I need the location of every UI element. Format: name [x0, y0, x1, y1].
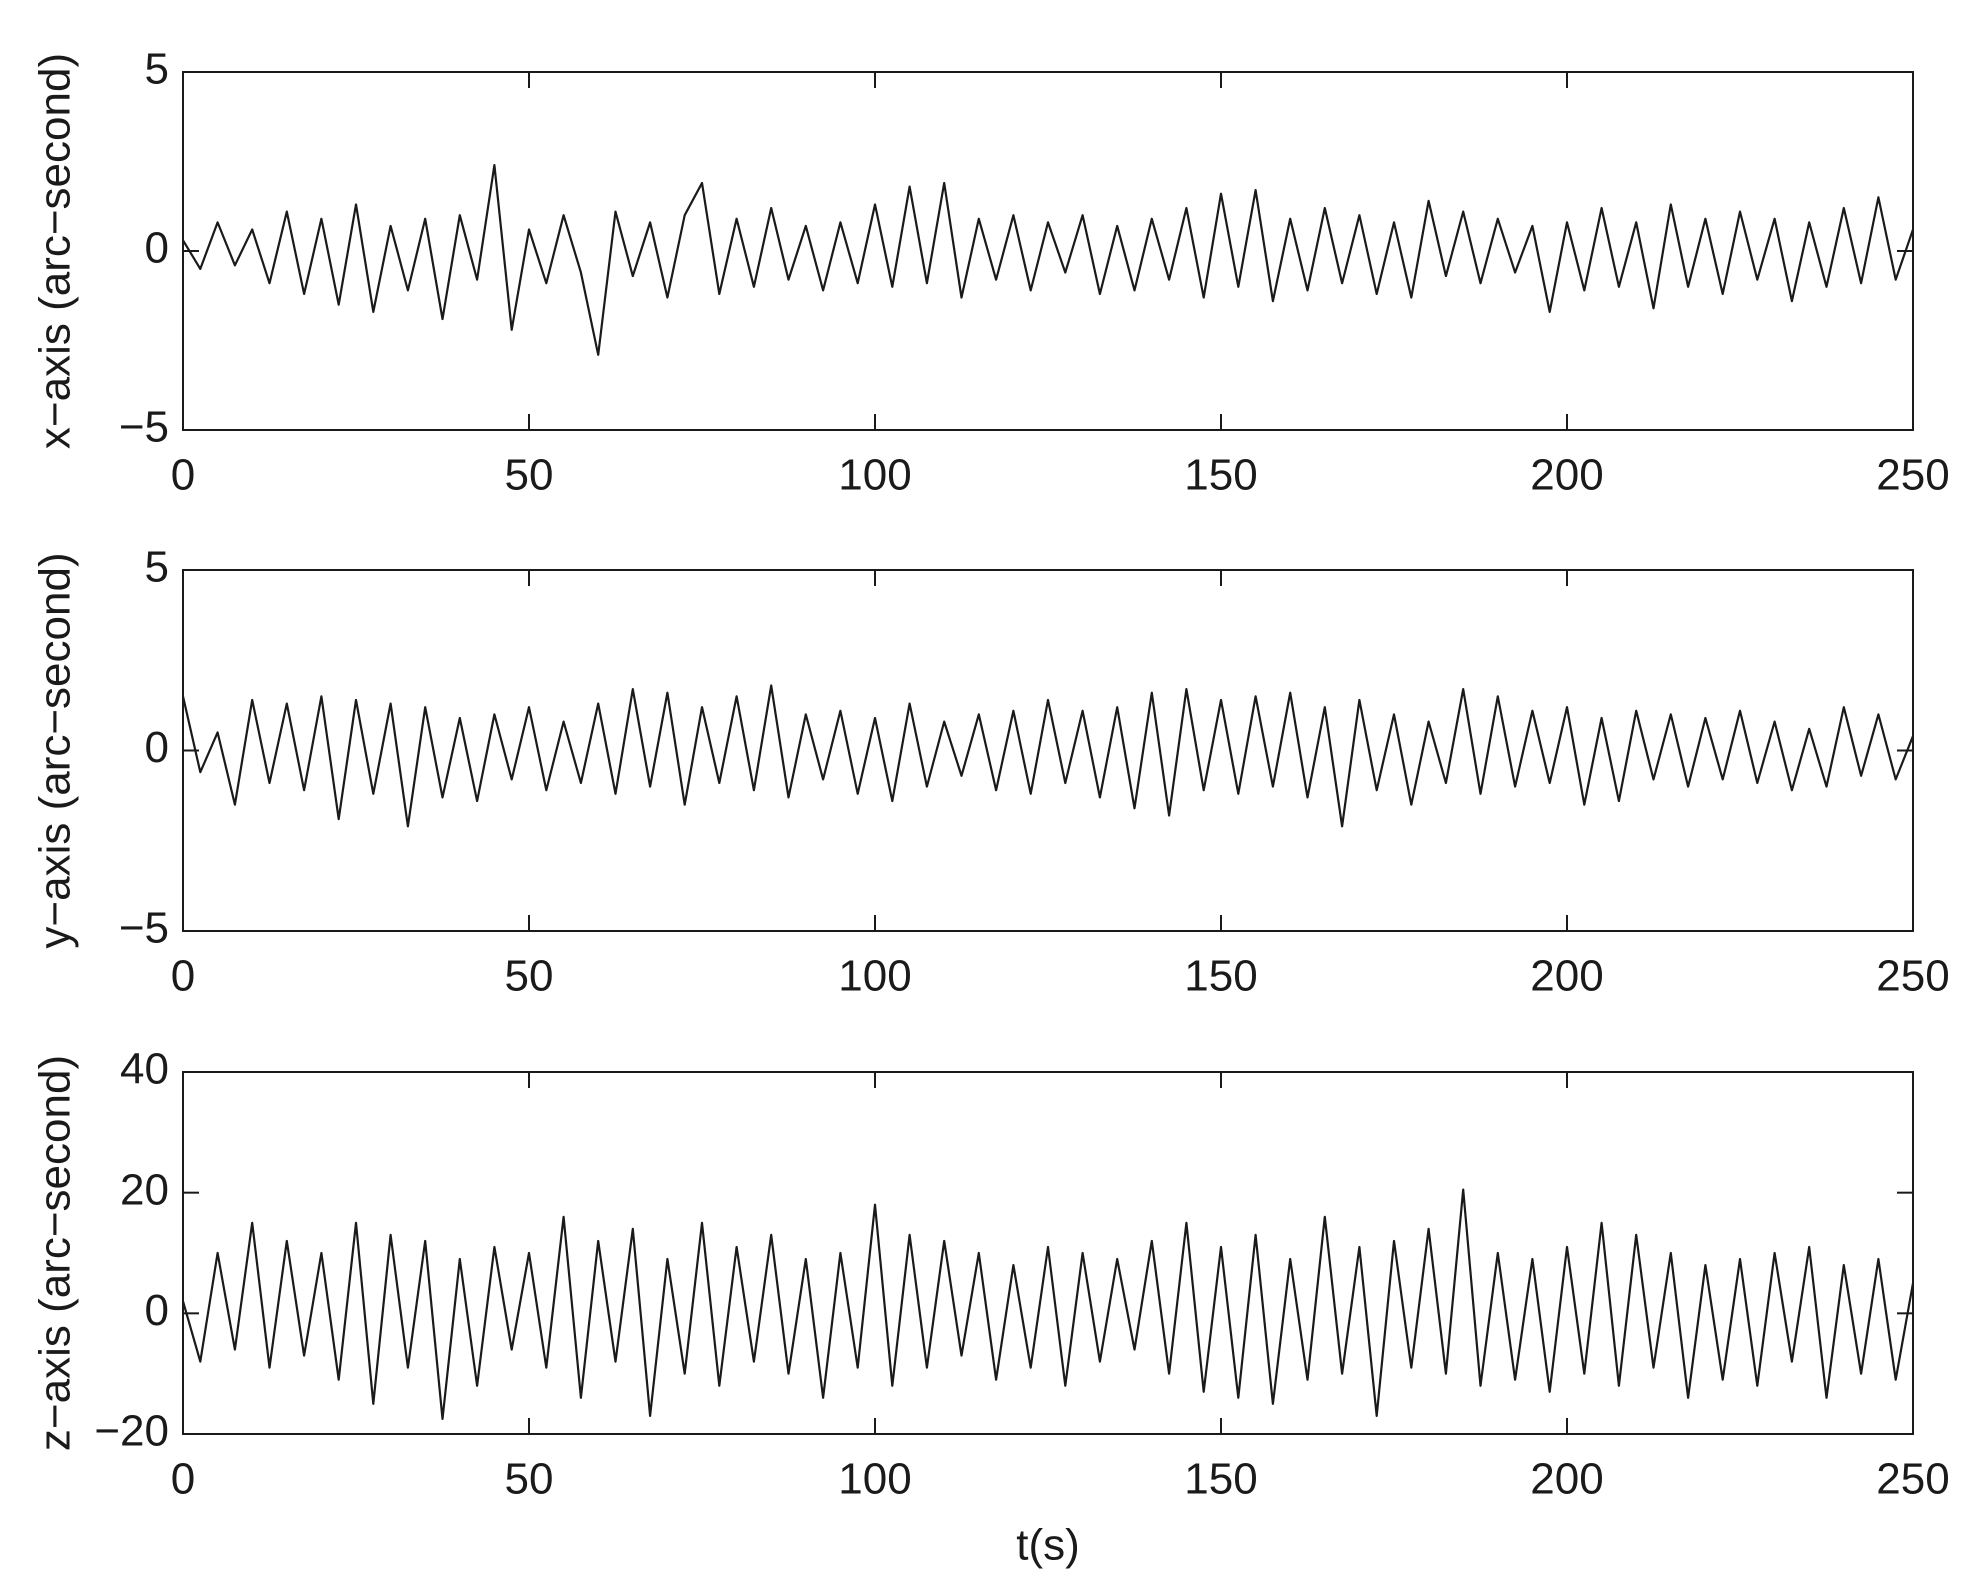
- x-tick-label: 100: [838, 451, 911, 500]
- x-tick-label: 250: [1876, 952, 1949, 1001]
- x-tick-label: 200: [1530, 451, 1603, 500]
- x-tick-label: 250: [1876, 451, 1949, 500]
- y-tick-label: 20: [120, 1165, 169, 1214]
- x-tick-label: 150: [1184, 1455, 1257, 1504]
- y-tick-label: 0: [145, 723, 169, 772]
- x-tick-label: 200: [1530, 1455, 1603, 1504]
- x-tick-label: 0: [171, 451, 195, 500]
- y-axis-label: x−axis (arc−second): [31, 53, 80, 449]
- y-tick-label: −5: [119, 904, 169, 953]
- plot-frame: [182, 71, 1914, 431]
- x-tick-label: 150: [1184, 952, 1257, 1001]
- x-tick-label: 50: [505, 952, 554, 1001]
- x-tick-label: 200: [1530, 952, 1603, 1001]
- x-tick-label: 100: [838, 1455, 911, 1504]
- x-tick-label: 0: [171, 952, 195, 1001]
- y-tick-label: 5: [145, 45, 169, 94]
- y-tick-label: −5: [119, 403, 169, 452]
- x-tick-label: 50: [505, 1455, 554, 1504]
- x-tick-label: 250: [1876, 1455, 1949, 1504]
- x-tick-label: 100: [838, 952, 911, 1001]
- y-tick-label: 40: [120, 1045, 169, 1094]
- signal-line: [181, 684, 1915, 828]
- plot-frame: [182, 569, 1914, 932]
- plot-frame: [182, 1071, 1914, 1435]
- signal-line: [181, 1188, 1915, 1421]
- y-tick-label: −20: [94, 1407, 169, 1456]
- x-tick-label: 150: [1184, 451, 1257, 500]
- signal-line: [182, 163, 1915, 356]
- x-tick-label: 50: [505, 451, 554, 500]
- x-axis-label: t(s): [1016, 1521, 1080, 1570]
- x-tick-label: 0: [171, 1455, 195, 1504]
- y-axis-label: y−axis (arc−second): [31, 552, 80, 948]
- y-tick-label: 0: [145, 224, 169, 273]
- y-axis-label: z−axis (arc−second): [31, 1055, 80, 1451]
- y-tick-label: 0: [145, 1286, 169, 1335]
- y-tick-label: 5: [145, 543, 169, 592]
